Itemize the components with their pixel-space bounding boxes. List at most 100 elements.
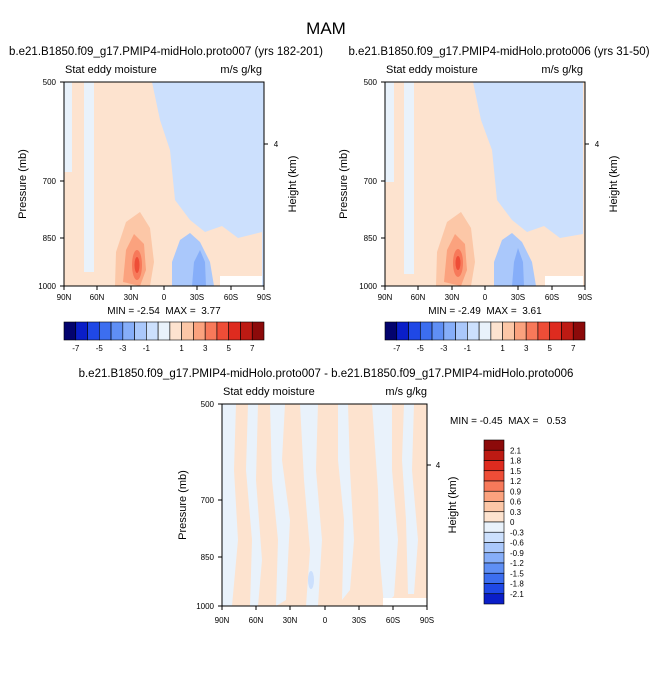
panel-1-colorbar: -7 -5 -3 -1 1 3 5 7	[63, 321, 265, 353]
panel-2-ylabel-right: Height (km)	[608, 156, 620, 213]
panel-3-colorbar-box	[483, 480, 505, 492]
panel-1-colorbar-box	[228, 321, 241, 341]
panel-2-colorbar-box	[490, 321, 503, 341]
panel-2-colorbar-box	[525, 321, 539, 341]
panel-1-colorbar-box	[98, 321, 112, 341]
panel-2-colorbar-box	[478, 321, 492, 341]
panel-3-colorbar-label: 1.5	[510, 467, 522, 476]
panel-2-ytick-850: 850	[364, 234, 378, 243]
panel-2-colorbar-label: -5	[417, 344, 425, 353]
panel-2-colorbar-box	[572, 321, 586, 341]
panel-1-y-axis-right: 4 Height (km)	[264, 140, 299, 212]
panel-3: b.e21.B1850.f09_g17.PMIP4-midHolo.proto0…	[79, 368, 574, 625]
panel-1-colorbar-box	[87, 321, 100, 341]
panel-2-colorbar-box	[431, 321, 445, 341]
panel-3-colorbar-box	[483, 511, 505, 523]
panel-1-ylabel-right: Height (km)	[287, 156, 299, 213]
panel-3-colorbar-label: 0.6	[510, 498, 522, 507]
panel-2-colorbar-box	[561, 321, 574, 341]
panel-1-colorbar-box	[251, 321, 265, 341]
panel-2-colorbar-label: -3	[440, 344, 448, 353]
panel-1-xtick-90n: 90N	[57, 293, 72, 302]
panel-1-colorbar-label: -1	[143, 344, 151, 353]
panel-2-minmax: MIN = -2.49 MAX = 3.61	[428, 306, 542, 317]
panel-2-xtick-60n: 60N	[411, 293, 426, 302]
panel-3-ytick-right-4: 4	[436, 461, 441, 470]
panel-2-xtick-60s: 60S	[545, 293, 559, 302]
panel-3-colorbar-box	[483, 593, 505, 605]
panel-3-colorbar-label: -0.6	[510, 539, 524, 548]
panel-3-colorbar-box	[483, 449, 505, 461]
panel-2-colorbar-label: 3	[524, 344, 529, 353]
panel-3-colorbar-label: 0.3	[510, 508, 522, 517]
panel-2-colorbar-box	[419, 321, 433, 341]
panel-1-colorbar-label: 1	[179, 344, 184, 353]
panel-1-colorbar-box	[63, 321, 77, 341]
panel-3-colorbar-box	[483, 552, 505, 564]
panel-2-colorbar-box	[384, 321, 398, 341]
panel-3-colorbar-box	[483, 583, 505, 595]
panel-2-colorbar-box	[537, 321, 551, 341]
panel-3-colorbar-label: 0	[510, 518, 515, 527]
panel-2-plot	[384, 81, 586, 287]
panel-1-colorbar-label: -7	[72, 344, 80, 353]
panel-1-colorbar-box	[122, 321, 135, 341]
panel-1-left-string: Stat eddy moisture	[65, 64, 157, 76]
panel-3-xtick-90s: 90S	[420, 616, 434, 625]
panel-1-xtick-30s: 30S	[190, 293, 204, 302]
panel-1-xtick-60n: 60N	[90, 293, 105, 302]
panel-2-colorbar-box	[455, 321, 468, 341]
panel-1-colorbar-label: -5	[96, 344, 104, 353]
panel-2-ytick-right-4: 4	[595, 140, 600, 149]
panel-2-colorbar-label: 5	[547, 344, 552, 353]
panel-3-colorbar-box	[483, 542, 505, 554]
panel-1-xtick-0: 0	[162, 293, 167, 302]
panel-3-x-axis: 90N 60N 30N 0 30S 60S 90S	[215, 606, 434, 625]
panel-2-x-axis: 90N 60N 30N 0 30S 60S 90S	[378, 286, 592, 302]
panel-1-colorbar-box	[181, 321, 194, 341]
panel-3-colorbar-box	[483, 501, 505, 513]
panel-1-ylabel: Pressure (mb)	[17, 149, 29, 219]
panel-2-xtick-90n: 90N	[378, 293, 393, 302]
panel-2-xtick-30n: 30N	[445, 293, 460, 302]
panel-3-y-axis: 500 700 850 1000 Pressure (mb)	[177, 400, 222, 611]
panel-3-ytick-500: 500	[201, 400, 215, 409]
panel-3-colorbar-label: 2.1	[510, 446, 522, 455]
panel-2-colorbar-box	[408, 321, 421, 341]
panel-3-xtick-0: 0	[323, 616, 328, 625]
panel-2-colorbar: -7 -5 -3 -1 1 3 5 7	[384, 321, 586, 353]
panel-3-xtick-90n: 90N	[215, 616, 230, 625]
panel-2-xtick-90s: 90S	[578, 293, 592, 302]
panel-1-colorbar-box	[193, 321, 206, 341]
panel-1-colorbar-label: 3	[203, 344, 208, 353]
panel-3-left-string: Stat eddy moisture	[223, 386, 315, 398]
panel-1-colorbar-box	[169, 321, 182, 341]
panel-1-colorbar-box	[110, 321, 124, 341]
panel-2-colorbar-label: -7	[393, 344, 401, 353]
panel-2-colorbar-box	[443, 321, 456, 341]
panel-3-colorbar-box	[483, 439, 505, 451]
panel-2-y-axis: 500 700 850 1000 Pressure (mb)	[338, 78, 385, 291]
panel-3-colorbar-label: 1.8	[510, 457, 522, 466]
panel-3-colorbar-label: -2.1	[510, 590, 524, 599]
panel-3-colorbar: 2.11.81.51.20.90.60.30-0.3-0.6-0.9-1.2-1…	[483, 439, 524, 605]
panel-1-y-axis: 500 700 850 1000 Pressure (mb)	[17, 78, 64, 291]
panel-1-colorbar-label: -3	[119, 344, 127, 353]
panel-1-plot	[63, 81, 265, 287]
panel-3-colorbar-box	[483, 562, 505, 574]
panel-2-colorbar-label: 1	[500, 344, 505, 353]
panel-1-ytick-850: 850	[43, 234, 57, 243]
panel-2-colorbar-box	[502, 321, 515, 341]
panel-3-colorbar-box	[483, 572, 505, 584]
panel-1-colorbar-label: 5	[226, 344, 231, 353]
page-title: MAM	[306, 19, 346, 38]
panel-2: b.e21.B1850.f09_g17.PMIP4-midHolo.proto0…	[338, 46, 650, 353]
panel-1-colorbar-box	[146, 321, 159, 341]
panel-3-colorbar-box	[483, 490, 505, 502]
panel-1-colorbar-box	[134, 321, 147, 341]
panel-3-colorbar-box	[483, 470, 505, 482]
panel-3-minmax: MIN = -0.45 MAX = 0.53	[450, 416, 567, 427]
panel-3-colorbar-label: -1.2	[510, 559, 524, 568]
panel-3-colorbar-box	[483, 521, 505, 533]
